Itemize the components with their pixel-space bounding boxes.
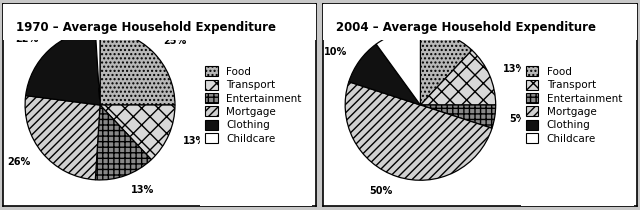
Text: 26%: 26% <box>8 157 31 167</box>
Wedge shape <box>420 50 496 105</box>
Text: 25%: 25% <box>164 36 187 46</box>
Text: 13%: 13% <box>131 185 154 195</box>
Wedge shape <box>100 30 175 105</box>
Text: 1970 – Average Household Expenditure: 1970 – Average Household Expenditure <box>16 21 276 34</box>
Text: 10%: 10% <box>324 47 348 57</box>
Wedge shape <box>345 82 492 180</box>
Wedge shape <box>25 96 100 180</box>
Wedge shape <box>376 30 420 105</box>
Text: 10%: 10% <box>369 14 392 24</box>
Wedge shape <box>100 105 175 160</box>
Text: 1%: 1% <box>81 10 97 20</box>
Text: 13%: 13% <box>503 64 527 74</box>
Text: 13%: 13% <box>182 136 206 146</box>
Legend: Food, Transport, Entertainment, Mortgage, Clothing, Childcare: Food, Transport, Entertainment, Mortgage… <box>526 66 622 144</box>
Text: 12%: 12% <box>454 16 477 26</box>
Text: 22%: 22% <box>15 34 38 45</box>
Wedge shape <box>95 30 100 105</box>
Text: 50%: 50% <box>369 186 392 196</box>
Wedge shape <box>420 105 496 128</box>
Legend: Food, Transport, Entertainment, Mortgage, Clothing, Childcare: Food, Transport, Entertainment, Mortgage… <box>205 66 301 144</box>
Text: 2004 – Average Household Expenditure: 2004 – Average Household Expenditure <box>336 21 596 34</box>
Wedge shape <box>95 105 151 180</box>
Wedge shape <box>420 30 472 105</box>
Wedge shape <box>349 44 420 105</box>
Text: 5%: 5% <box>509 114 526 124</box>
Wedge shape <box>26 30 100 105</box>
